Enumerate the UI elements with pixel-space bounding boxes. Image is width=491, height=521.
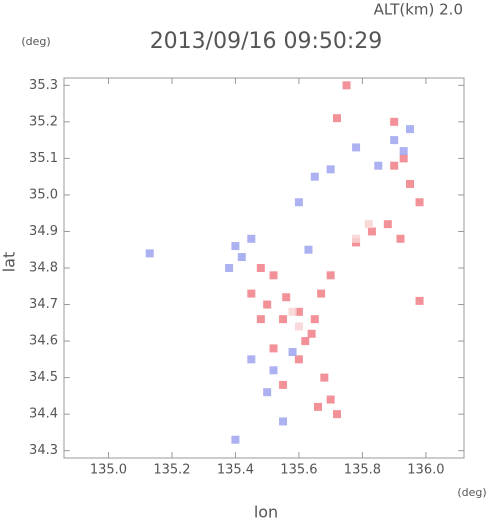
- radar-point: [294, 307, 303, 316]
- x-tick-label: 136.0: [407, 463, 444, 478]
- y-tick-label: 34.3: [29, 443, 58, 458]
- radar-point: [352, 143, 361, 152]
- radar-point: [288, 348, 297, 357]
- chart-subtitle: ALT(km) 2.0: [374, 1, 463, 19]
- radar-point: [247, 355, 256, 364]
- x-tick-label: 135.6: [280, 463, 317, 478]
- radar-point: [364, 220, 373, 229]
- y-tick-label: 34.6: [29, 334, 58, 349]
- y-tick-label: 34.9: [29, 224, 58, 239]
- radar-point: [294, 355, 303, 364]
- y-unit: (deg): [21, 35, 50, 48]
- radar-point: [263, 388, 272, 397]
- radar-point: [269, 271, 278, 280]
- radar-point: [399, 147, 408, 156]
- y-tick-label: 34.5: [29, 370, 58, 385]
- radar-point: [352, 234, 361, 243]
- radar-point: [231, 242, 240, 251]
- radar-point: [269, 344, 278, 353]
- radar-point: [301, 337, 310, 346]
- radar-point: [269, 366, 278, 375]
- y-tick-label: 34.4: [29, 407, 58, 422]
- radar-point: [326, 271, 335, 280]
- radar-point: [326, 165, 335, 174]
- radar-point: [342, 81, 351, 90]
- radar-point: [415, 198, 424, 207]
- radar-point: [313, 402, 322, 411]
- y-tick-label: 35.3: [29, 78, 58, 93]
- radar-point: [288, 307, 297, 316]
- radar-point: [247, 289, 256, 298]
- radar-point: [406, 125, 415, 134]
- x-tick-label: 135.4: [217, 463, 254, 478]
- radar-point: [307, 329, 316, 338]
- radar-point: [145, 249, 154, 258]
- y-tick-label: 34.8: [29, 261, 58, 276]
- y-tick-label: 34.7: [29, 297, 58, 312]
- y-tick-label: 35.1: [29, 151, 58, 166]
- x-axis-label: lon: [254, 503, 278, 521]
- radar-point: [294, 322, 303, 331]
- x-unit: (deg): [457, 486, 486, 499]
- radar-point: [279, 315, 288, 324]
- radar-point: [333, 410, 342, 419]
- y-axis-label: lat: [0, 252, 19, 273]
- radar-point: [333, 114, 342, 123]
- radar-point: [406, 179, 415, 188]
- y-tick-label: 35.2: [29, 114, 58, 129]
- chart-title: 2013/09/16 09:50:29: [150, 29, 383, 54]
- radar-point: [294, 198, 303, 207]
- radar-point: [256, 315, 265, 324]
- radar-point: [399, 154, 408, 163]
- radar-point: [317, 289, 326, 298]
- radar-point: [263, 300, 272, 309]
- radar-point: [326, 395, 335, 404]
- radar-point: [374, 161, 383, 170]
- radar-point: [367, 227, 376, 236]
- radar-point: [415, 296, 424, 305]
- x-tick-label: 135.8: [344, 463, 381, 478]
- x-tick-label: 135.2: [153, 463, 190, 478]
- radar-point: [279, 380, 288, 389]
- radar-point: [231, 435, 240, 444]
- radar-point: [310, 315, 319, 324]
- y-tick-label: 35.0: [29, 187, 58, 202]
- radar-point: [225, 264, 234, 272]
- radar-point: [279, 417, 288, 426]
- radar-point: [237, 253, 246, 262]
- radar-point: [320, 373, 329, 382]
- radar-point: [390, 161, 399, 170]
- radar-point: [247, 234, 256, 243]
- radar-point: [390, 136, 399, 145]
- radar-point: [282, 293, 291, 302]
- x-tick-label: 135.0: [90, 463, 127, 478]
- radar-point: [396, 234, 405, 243]
- radar-point: [383, 220, 392, 229]
- radar-point: [390, 117, 399, 126]
- radar-point: [310, 172, 319, 181]
- radar-point: [304, 245, 313, 254]
- radar-point: [256, 264, 265, 272]
